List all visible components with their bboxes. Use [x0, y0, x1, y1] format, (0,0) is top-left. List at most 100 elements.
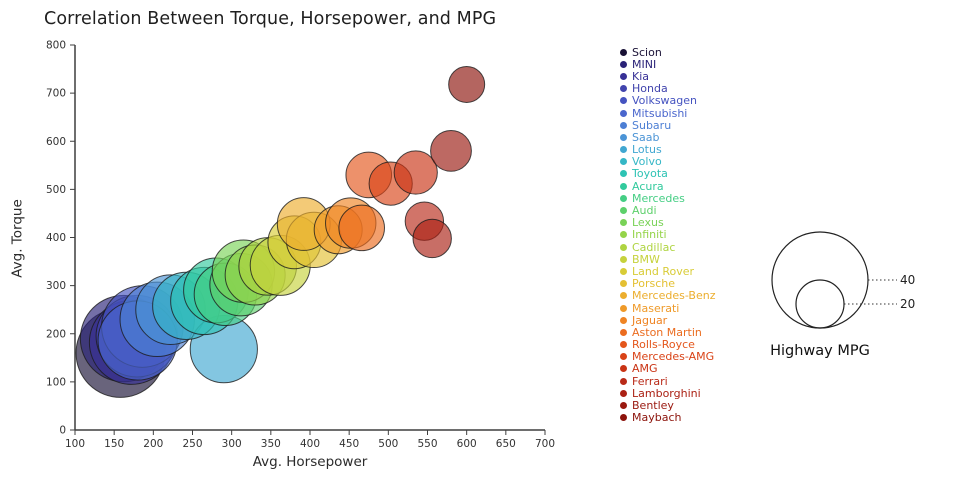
legend-item-label: Volkswagen — [632, 94, 698, 108]
x-tick-label: 300 — [222, 438, 242, 450]
legend-item-label: Infiniti — [632, 228, 667, 242]
legend-marker-dot — [620, 414, 627, 422]
legend-marker-dot — [620, 48, 627, 56]
legend-item-bentley[interactable]: Bentley — [620, 399, 715, 411]
brand-legend: Scion MINI Kia Honda Volkswagen Mitsubishi Sub… — [620, 46, 715, 424]
legend-marker-dot — [620, 219, 627, 227]
legend-item-label: Saab — [632, 130, 660, 144]
legend-marker-dot — [620, 402, 627, 410]
legend-item-label: Mercedes-AMG — [632, 350, 715, 364]
legend-item-volvo[interactable]: Volvo — [620, 156, 715, 168]
y-tick-label: 100 — [46, 376, 66, 388]
legend-item-mini[interactable]: MINI — [620, 58, 715, 70]
legend-marker-dot — [620, 85, 627, 93]
legend-item-label: Scion — [632, 45, 662, 59]
legend-item-label: Land Rover — [632, 264, 694, 278]
legend-item-honda[interactable]: Honda — [620, 83, 715, 95]
size-legend-svg: 40 20 — [771, 231, 915, 329]
x-tick-label: 200 — [143, 438, 163, 450]
legend-item-label: BMW — [632, 252, 660, 266]
legend-item-mercedes-benz[interactable]: Mercedes-Benz — [620, 290, 715, 302]
x-tick-label: 350 — [261, 438, 281, 450]
legend-marker-dot — [620, 133, 627, 141]
legend-item-label: Ferrari — [632, 374, 668, 388]
x-tick-label: 600 — [457, 438, 477, 450]
legend-item-saab[interactable]: Saab — [620, 131, 715, 143]
legend-item-label: Rolls-Royce — [632, 338, 695, 352]
legend-marker-dot — [620, 316, 627, 324]
legend-item-toyota[interactable]: Toyota — [620, 168, 715, 180]
legend-item-acura[interactable]: Acura — [620, 180, 715, 192]
legend-item-maybach[interactable]: Maybach — [620, 412, 715, 424]
legend-item-label: Subaru — [632, 118, 672, 132]
legend-item-label: Maserati — [632, 301, 680, 315]
x-tick-label: 250 — [182, 438, 202, 450]
x-tick-label: 450 — [339, 438, 359, 450]
legend-marker-dot — [620, 72, 627, 80]
legend-marker-dot — [620, 341, 627, 349]
legend-item-lotus[interactable]: Lotus — [620, 144, 715, 156]
legend-marker-dot — [620, 170, 627, 178]
legend-item-mitsubishi[interactable]: Mitsubishi — [620, 107, 715, 119]
legend-marker-dot — [620, 328, 627, 336]
legend-item-mercedes[interactable]: Mercedes — [620, 192, 715, 204]
legend-marker-dot — [620, 207, 627, 215]
legend-item-label: Lamborghini — [632, 386, 701, 400]
legend-item-mercedes-amg[interactable]: Mercedes-AMG — [620, 351, 715, 363]
legend-item-label: Cadillac — [632, 240, 676, 254]
legend-marker-dot — [620, 146, 627, 154]
legend-item-rolls-royce[interactable]: Rolls-Royce — [620, 339, 715, 351]
legend-marker-dot — [620, 304, 627, 312]
legend-item-maserati[interactable]: Maserati — [620, 302, 715, 314]
legend-item-jaguar[interactable]: Jaguar — [620, 314, 715, 326]
bubble-amg[interactable] — [393, 150, 438, 195]
legend-item-kia[interactable]: Kia — [620, 70, 715, 82]
legend-marker-dot — [620, 267, 627, 275]
x-tick-label: 700 — [535, 438, 555, 450]
y-tick-label: 0 — [59, 425, 66, 437]
bubble-bentley[interactable] — [430, 129, 472, 172]
legend-marker-dot — [620, 353, 627, 361]
legend-marker-dot — [620, 109, 627, 117]
legend-item-lexus[interactable]: Lexus — [620, 217, 715, 229]
legend-item-label: AMG — [632, 362, 658, 376]
legend-item-label: Toyota — [632, 167, 668, 181]
y-tick-label: 300 — [46, 280, 66, 292]
legend-item-label: Lotus — [632, 143, 662, 157]
legend-item-land-rover[interactable]: Land Rover — [620, 265, 715, 277]
y-axis-label: Avg. Torque — [9, 199, 26, 278]
chart-title: Correlation Between Torque, Horsepower, … — [44, 9, 497, 29]
x-axis-label: Avg. Horsepower — [252, 454, 368, 470]
legend-item-volkswagen[interactable]: Volkswagen — [620, 95, 715, 107]
x-tick-label: 650 — [496, 438, 516, 450]
legend-item-amg[interactable]: AMG — [620, 363, 715, 375]
legend-item-scion[interactable]: Scion — [620, 46, 715, 58]
x-tick-label: 100 — [65, 438, 85, 450]
bubble-lamborghini[interactable] — [412, 218, 452, 259]
bubble-aston-martin[interactable] — [338, 204, 386, 252]
legend-marker-dot — [620, 243, 627, 251]
legend-item-label: Maybach — [632, 411, 682, 425]
legend-item-porsche[interactable]: Porsche — [620, 278, 715, 290]
legend-item-infiniti[interactable]: Infiniti — [620, 229, 715, 241]
size-legend-title: Highway MPG — [770, 343, 870, 359]
legend-item-ferrari[interactable]: Ferrari — [620, 375, 715, 387]
legend-item-audi[interactable]: Audi — [620, 204, 715, 216]
bubble-maybach[interactable] — [448, 65, 486, 103]
x-tick-label: 400 — [300, 438, 320, 450]
legend-item-label: MINI — [632, 57, 657, 71]
legend-item-lamborghini[interactable]: Lamborghini — [620, 387, 715, 399]
size-legend-value-20: 20 — [900, 297, 915, 311]
legend-item-subaru[interactable]: Subaru — [620, 119, 715, 131]
legend-marker-dot — [620, 194, 627, 202]
legend-item-cadillac[interactable]: Cadillac — [620, 241, 715, 253]
legend-item-bmw[interactable]: BMW — [620, 253, 715, 265]
y-tick-label: 200 — [46, 328, 66, 340]
legend-item-label: Mercedes — [632, 191, 685, 205]
x-tick-label: 550 — [417, 438, 437, 450]
legend-marker-dot — [620, 182, 627, 190]
legend-item-aston-martin[interactable]: Aston Martin — [620, 326, 715, 338]
legend-item-label: Kia — [632, 69, 650, 83]
size-legend-circle-20 — [795, 279, 845, 329]
